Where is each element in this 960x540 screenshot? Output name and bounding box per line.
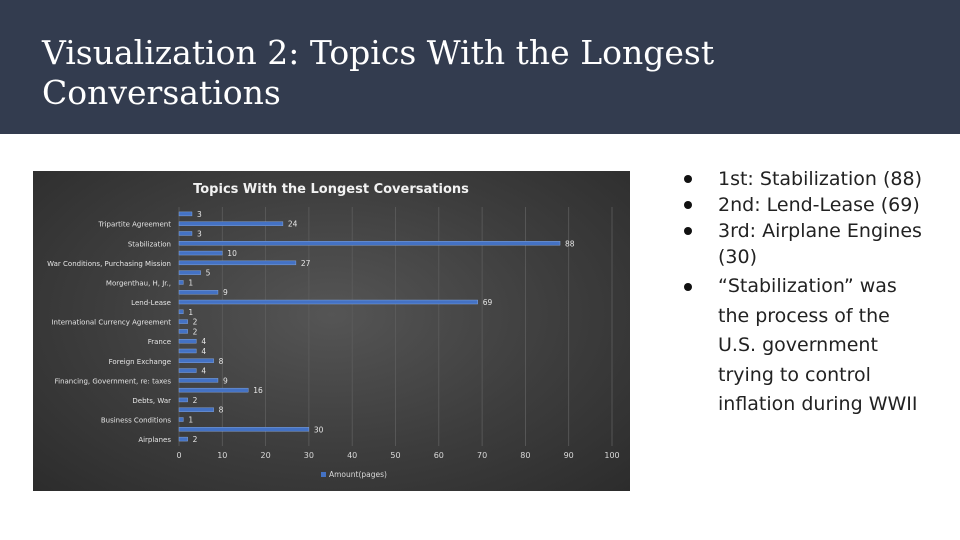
data-label: 2 [193, 318, 198, 327]
bullet-item: 1st: Stabilization (88) [684, 166, 924, 192]
legend-swatch [321, 472, 326, 477]
data-label: 8 [219, 406, 224, 415]
category-label: Airplanes [138, 436, 171, 444]
bar [178, 211, 193, 217]
bar [178, 319, 188, 324]
data-label: 88 [565, 239, 575, 248]
x-tick-label: 10 [217, 451, 227, 460]
bar [178, 338, 197, 344]
data-label: 27 [301, 259, 311, 268]
category-label: Business Conditions [101, 417, 171, 425]
bar [178, 436, 188, 442]
bullet-item: “Stabilization” was the process of the U… [684, 272, 924, 420]
bar [178, 348, 197, 354]
gridlines [178, 207, 613, 446]
bullet-text: 3rd: Airplane Engines (30) [718, 220, 922, 268]
bar [178, 397, 188, 403]
legend-label: Amount(pages) [329, 470, 387, 479]
data-label: 69 [483, 298, 493, 307]
x-tick-labels: 0 10 20 30 40 50 60 70 80 90 100 [176, 451, 619, 460]
category-label: Morgenthau, H, Jr., [106, 279, 171, 287]
data-label: 9 [223, 288, 228, 297]
bullet-dot [684, 175, 692, 183]
bar [178, 270, 201, 275]
bullet-text: 2nd: Lend-Lease (69) [718, 194, 920, 216]
bar [178, 417, 184, 422]
category-label: Lend-Lease [131, 299, 171, 307]
bar [178, 260, 297, 266]
data-label: 16 [253, 386, 263, 395]
x-tick-label: 40 [347, 451, 357, 460]
x-tick-label: 30 [304, 451, 314, 460]
bar [178, 407, 214, 412]
category-label: Tripartite Agreement [97, 221, 171, 229]
chart-svg: Topics With the Longest Coversations 230… [47, 182, 619, 479]
data-label: 1 [188, 278, 193, 287]
category-labels: Airplanes Business Conditions Debts, War Fi… [47, 221, 171, 444]
category-label: France [148, 338, 171, 346]
bullet-dot [684, 283, 692, 291]
bar [178, 387, 249, 393]
bullet-dot [684, 201, 692, 209]
category-label: International Currency Agreement [51, 319, 171, 327]
title-bar: Visualization 2: Topics With the Longest… [0, 0, 960, 134]
data-label: 2 [193, 396, 198, 405]
data-label: 10 [227, 249, 237, 258]
x-tick-label: 80 [520, 451, 530, 460]
data-label: 4 [201, 367, 206, 376]
data-label: 4 [201, 347, 206, 356]
bullet-item: 3rd: Airplane Engines (30) [684, 218, 924, 270]
x-tick-label: 50 [390, 451, 400, 460]
x-tick-label: 90 [564, 451, 574, 460]
bars [178, 211, 561, 442]
bar [178, 427, 310, 432]
bullet-text: “Stabilization” was the process of the U… [718, 275, 918, 415]
x-tick-label: 0 [176, 451, 181, 460]
data-label: 2 [193, 327, 198, 336]
bar [178, 250, 223, 256]
bullet-text: 1st: Stabilization (88) [718, 168, 922, 190]
bar [178, 231, 193, 236]
bar [178, 290, 219, 295]
slide-title: Visualization 2: Topics With the Longest… [42, 33, 715, 112]
bar [178, 378, 219, 383]
data-label: 4 [201, 337, 206, 346]
bar [178, 280, 184, 285]
bullet-list: 1st: Stabilization (88) 2nd: Lend-Lease … [684, 166, 924, 420]
bar [178, 309, 184, 315]
bar [178, 241, 561, 246]
x-tick-label: 20 [261, 451, 271, 460]
x-tick-label: 100 [604, 451, 619, 460]
data-label: 24 [288, 220, 298, 229]
data-label: 5 [206, 269, 211, 278]
bar [178, 329, 188, 334]
data-label: 9 [223, 376, 228, 385]
data-label: 30 [314, 425, 324, 434]
legend: Amount(pages) [321, 470, 387, 479]
category-label: Financing, Government, re: taxes [55, 377, 172, 385]
category-label: Debts, War [132, 397, 171, 405]
data-label: 2 [193, 435, 198, 444]
data-label: 3 [197, 229, 202, 238]
bullet-dot [684, 227, 692, 235]
data-label: 8 [219, 357, 224, 366]
bar [178, 299, 478, 305]
x-tick-label: 70 [477, 451, 487, 460]
bar-chart: Topics With the Longest Coversations 2 30… [33, 171, 630, 491]
data-label: 1 [188, 416, 193, 425]
bar [178, 368, 197, 373]
category-label: War Conditions, Purchasing Mission [47, 260, 171, 268]
x-tick-label: 60 [434, 451, 444, 460]
category-label: Foreign Exchange [109, 358, 171, 366]
bar [178, 221, 284, 226]
data-label: 3 [197, 210, 202, 219]
category-label: Stabilization [128, 240, 171, 248]
data-label: 1 [188, 308, 193, 317]
chart-title: Topics With the Longest Coversations [193, 182, 469, 197]
bullet-item: 2nd: Lend-Lease (69) [684, 192, 924, 218]
bar [178, 358, 214, 363]
